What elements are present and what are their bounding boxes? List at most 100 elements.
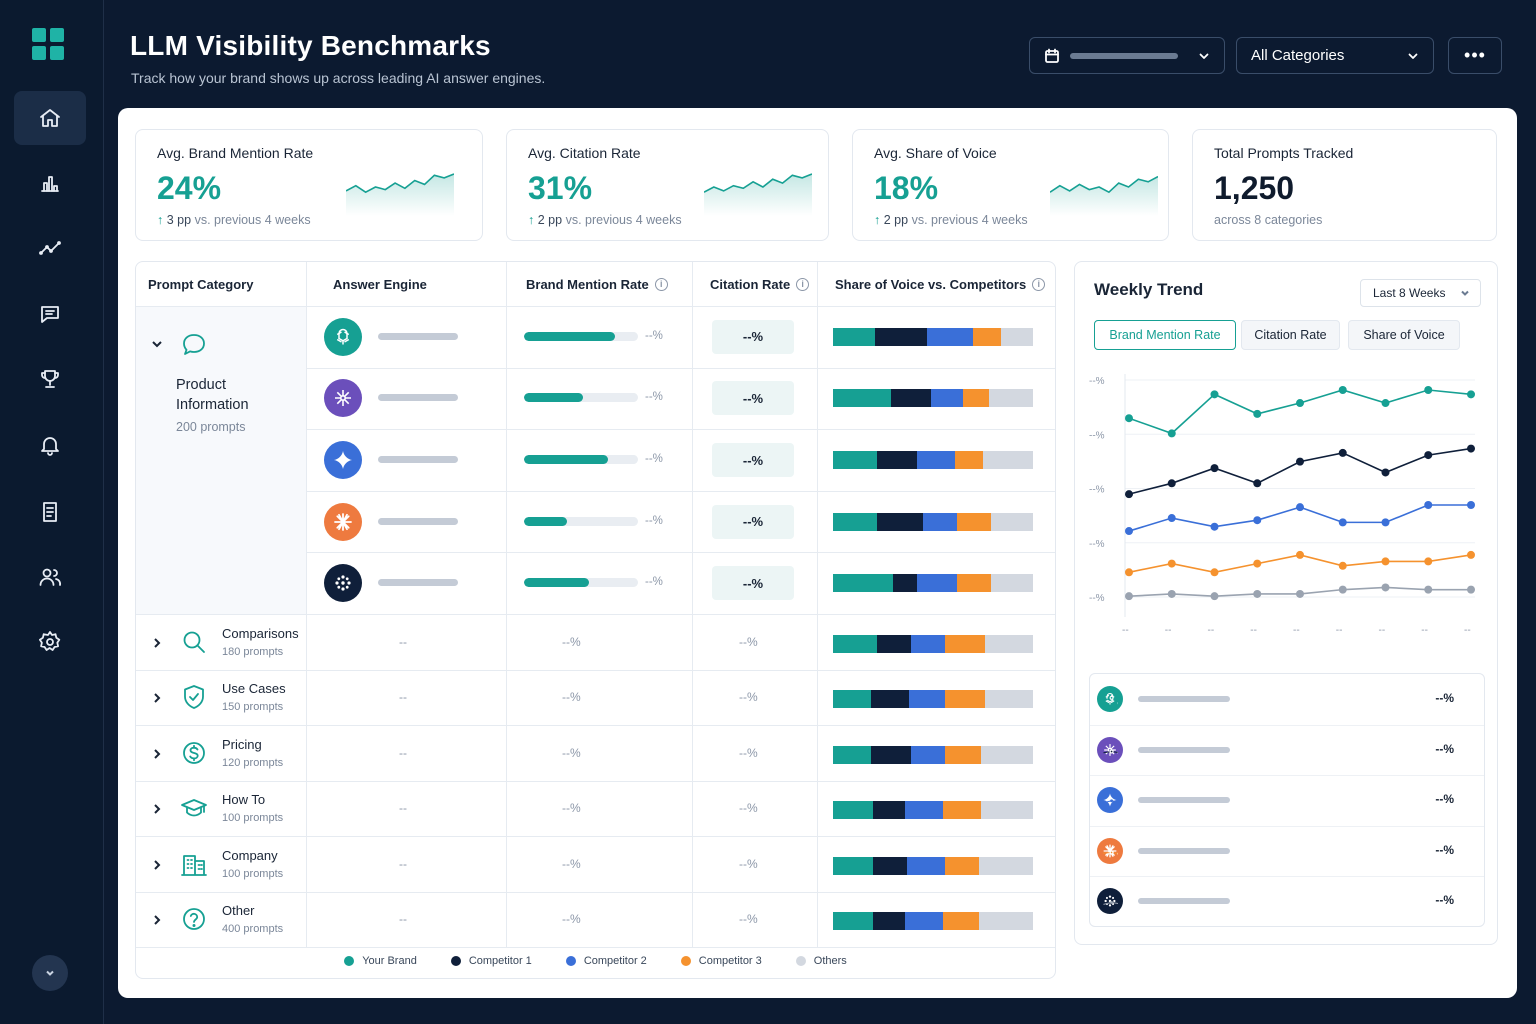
nav-analytics[interactable] xyxy=(14,156,86,210)
series-point[interactable] xyxy=(1467,550,1475,559)
expand-row-button[interactable] xyxy=(151,636,163,648)
header-prompt-category[interactable]: Prompt Category xyxy=(148,276,254,292)
sparkline-line xyxy=(704,173,812,193)
series-point[interactable] xyxy=(1338,448,1347,457)
tab-share-of-voice[interactable]: Share of Voice xyxy=(1348,320,1460,350)
series-point[interactable] xyxy=(1381,583,1390,592)
x-tick-label: -- xyxy=(1379,625,1386,636)
expand-row-button[interactable] xyxy=(151,691,163,703)
expand-row-button[interactable] xyxy=(151,858,163,870)
header-brand-mention-rate[interactable]: Brand Mention Rate i xyxy=(526,262,668,306)
series-point[interactable] xyxy=(1125,568,1133,577)
series-point[interactable] xyxy=(1210,464,1219,473)
nav-home[interactable] xyxy=(14,91,86,145)
series-point[interactable] xyxy=(1296,550,1304,559)
engine-trend-row[interactable]: --% xyxy=(1090,876,1484,926)
series-point[interactable] xyxy=(1125,592,1133,601)
expand-row-button[interactable] xyxy=(151,747,163,759)
series-point[interactable] xyxy=(1125,490,1133,499)
engine-value: -- xyxy=(399,801,407,816)
info-icon[interactable]: i xyxy=(654,277,668,291)
header-citation-rate[interactable]: Citation Rate i xyxy=(710,262,810,306)
page-subtitle: Track how your brand shows up across lea… xyxy=(131,70,546,86)
series-point[interactable] xyxy=(1467,501,1475,510)
series-point[interactable] xyxy=(1167,514,1176,523)
category-filter-select[interactable]: All Categories xyxy=(1236,37,1434,74)
users-icon xyxy=(39,568,61,586)
series-point[interactable] xyxy=(1381,399,1390,408)
engine-trend-row[interactable]: --% xyxy=(1090,826,1484,876)
sparkline-area xyxy=(704,174,812,216)
chevron-down-icon xyxy=(1199,53,1209,59)
series-point[interactable] xyxy=(1338,561,1347,570)
series-point[interactable] xyxy=(1253,409,1262,418)
nav-trends[interactable] xyxy=(14,221,86,275)
nav-conversations[interactable] xyxy=(14,287,86,341)
tab-brand-mention-rate[interactable]: Brand Mention Rate xyxy=(1094,320,1236,350)
tab-citation-rate[interactable]: Citation Rate xyxy=(1241,320,1340,350)
series-point[interactable] xyxy=(1253,559,1262,568)
date-range-picker[interactable] xyxy=(1029,37,1225,74)
series-point[interactable] xyxy=(1167,589,1176,598)
series-point[interactable] xyxy=(1125,414,1133,423)
engine-trend-row[interactable]: --% xyxy=(1090,725,1484,775)
series-point[interactable] xyxy=(1467,444,1475,453)
header-share-of-voice[interactable]: Share of Voice vs. Competitors i xyxy=(835,262,1046,306)
nav-benchmarks[interactable] xyxy=(14,352,86,406)
series-point[interactable] xyxy=(1125,527,1133,536)
share-of-voice-bar xyxy=(833,801,1033,820)
series-point[interactable] xyxy=(1338,386,1347,394)
shield-icon xyxy=(180,683,208,711)
engine-trend-row[interactable]: --% xyxy=(1090,674,1484,724)
engine-name-placeholder xyxy=(1138,898,1230,905)
calendar-icon xyxy=(1045,48,1059,63)
series-point[interactable] xyxy=(1167,479,1176,488)
series-point[interactable] xyxy=(1381,468,1390,477)
nav-settings[interactable] xyxy=(14,615,86,669)
info-icon[interactable]: i xyxy=(796,277,810,291)
engine-trend-row[interactable]: --% xyxy=(1090,775,1484,825)
series-point[interactable] xyxy=(1167,559,1176,568)
series-point[interactable] xyxy=(1296,457,1304,466)
series-point[interactable] xyxy=(1296,399,1304,408)
series-point[interactable] xyxy=(1338,585,1347,594)
series-point[interactable] xyxy=(1381,518,1390,527)
series-point[interactable] xyxy=(1424,585,1433,594)
series-point[interactable] xyxy=(1467,585,1475,594)
nav-reports[interactable] xyxy=(14,485,86,539)
series-point[interactable] xyxy=(1424,501,1433,510)
mention-rate-value: --% xyxy=(645,391,663,404)
mention-rate-fill xyxy=(524,393,584,403)
series-point[interactable] xyxy=(1424,451,1433,460)
series-point[interactable] xyxy=(1253,516,1262,525)
series-point[interactable] xyxy=(1338,518,1347,527)
collapse-row-button[interactable] xyxy=(151,337,163,349)
series-point[interactable] xyxy=(1210,592,1219,601)
series-point[interactable] xyxy=(1381,557,1390,566)
header-answer-engine[interactable]: Answer Engine xyxy=(333,276,427,292)
mention-rate-value: --% xyxy=(645,453,663,465)
series-point[interactable] xyxy=(1253,589,1262,598)
more-options-button[interactable]: ••• xyxy=(1448,37,1502,74)
series-point[interactable] xyxy=(1467,390,1475,399)
info-icon[interactable]: i xyxy=(1032,277,1046,291)
trend-range-select[interactable]: Last 8 Weeks xyxy=(1360,279,1481,307)
nav-team[interactable] xyxy=(14,550,86,604)
series-point[interactable] xyxy=(1296,503,1304,512)
series-point[interactable] xyxy=(1296,589,1304,598)
series-point[interactable] xyxy=(1253,479,1262,488)
series-point[interactable] xyxy=(1210,522,1219,531)
share-of-voice-segment xyxy=(833,912,873,931)
main-panel: Avg. Brand Mention Rate 24% ↑ 3 pp vs. p… xyxy=(118,108,1517,998)
expand-row-button[interactable] xyxy=(151,913,163,925)
series-point[interactable] xyxy=(1424,386,1433,394)
series-point[interactable] xyxy=(1210,390,1219,399)
share-of-voice-segment xyxy=(833,745,871,764)
series-point[interactable] xyxy=(1424,557,1433,566)
nav-alerts[interactable] xyxy=(14,418,86,472)
app-logo[interactable] xyxy=(32,28,64,60)
series-point[interactable] xyxy=(1167,429,1176,438)
series-point[interactable] xyxy=(1210,568,1219,577)
collapse-sidebar-button[interactable] xyxy=(32,955,68,991)
expand-row-button[interactable] xyxy=(151,802,163,814)
